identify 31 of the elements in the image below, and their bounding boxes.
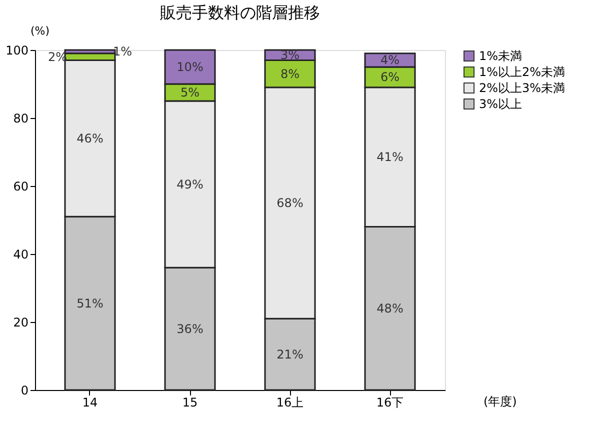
y-tick-label: 20 (13, 316, 28, 330)
legend-label: 1%以上2%未満 (479, 65, 566, 79)
y-tick-label: 40 (13, 248, 28, 262)
y-tick-label: 60 (13, 180, 28, 194)
data-label: 4% (380, 53, 400, 68)
data-label: 5% (180, 86, 200, 100)
y-tick-label: 0 (20, 384, 28, 398)
y-axis-title: (%) (30, 24, 50, 38)
data-label: 10% (176, 60, 204, 74)
data-label: 21% (276, 347, 304, 362)
data-label: 8% (280, 66, 300, 81)
data-label: 51% (76, 296, 104, 310)
data-label: 68% (276, 196, 304, 210)
x-tick-label: 16上 (276, 396, 304, 410)
y-tick-label: 80 (13, 112, 28, 126)
x-tick-label: 16下 (376, 396, 404, 410)
data-label: 48% (376, 301, 404, 316)
legend-label: 3%以上 (479, 97, 522, 111)
data-label: 41% (376, 150, 404, 164)
data-label: 36% (176, 322, 204, 336)
x-axis-title: (年度) (484, 394, 517, 408)
y-tick-label: 100 (6, 44, 28, 58)
x-tick-label: 14 (82, 396, 98, 410)
chart-title: 販売手数料の階層推移 (160, 3, 320, 22)
x-tick-label: 15 (182, 396, 198, 410)
data-label: 3% (280, 48, 300, 62)
data-label: 49% (176, 177, 204, 192)
data-label: 46% (76, 131, 104, 146)
legend-label: 1%未満 (479, 49, 522, 63)
data-label: 6% (380, 70, 400, 84)
legend-label: 2%以上3%未満 (479, 81, 566, 95)
